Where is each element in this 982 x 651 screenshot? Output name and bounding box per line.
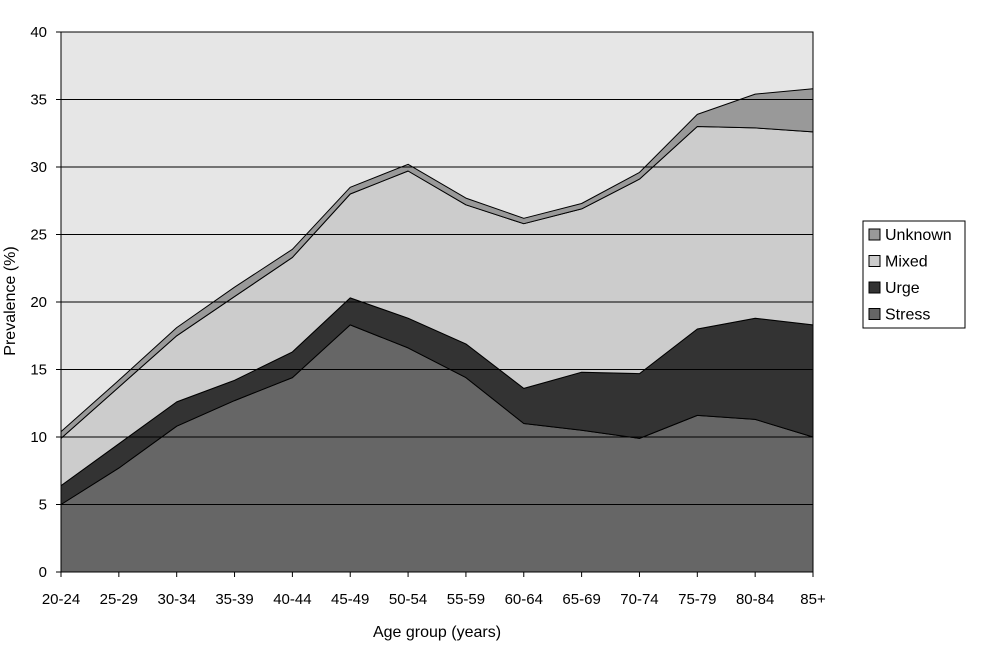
- y-tick-label: 5: [39, 497, 47, 514]
- x-tick-label: 75-79: [678, 591, 716, 608]
- x-tick-label: 60-64: [505, 591, 543, 608]
- x-tick-label: 20-24: [42, 591, 80, 608]
- legend-label-stress: Stress: [885, 307, 930, 324]
- legend-label-urge: Urge: [885, 280, 920, 297]
- x-tick-label: 40-44: [273, 591, 311, 608]
- y-tick-label: 35: [30, 92, 47, 109]
- legend-swatch-mixed: [868, 255, 881, 267]
- legend-swatch-stress: [868, 308, 881, 320]
- y-axis-title: Prevalence (%): [2, 246, 19, 355]
- y-tick-label: 0: [39, 564, 47, 581]
- x-tick-label: 50-54: [389, 591, 427, 608]
- legend-swatch-unknown: [868, 228, 881, 241]
- x-axis-title: Age group (years): [373, 624, 501, 641]
- legend-label-unknown: Unknown: [885, 227, 952, 244]
- y-tick-label: 30: [30, 159, 47, 176]
- x-tick-label: 55-59: [447, 591, 485, 608]
- y-tick-label: 25: [30, 227, 47, 244]
- y-tick-label: 10: [30, 429, 47, 446]
- legend-label-mixed: Mixed: [885, 254, 928, 271]
- x-tick-label: 30-34: [158, 591, 196, 608]
- x-tick-label: 65-69: [562, 591, 600, 608]
- legend: Unknown Mixed Urge Stress: [862, 220, 966, 329]
- y-tick-label: 40: [30, 24, 47, 41]
- y-tick-label: 20: [30, 294, 47, 311]
- x-tick-label: 85+: [800, 591, 826, 608]
- legend-swatch-urge: [868, 281, 881, 294]
- x-tick-label: 45-49: [331, 591, 369, 608]
- x-tick-label: 25-29: [100, 591, 138, 608]
- x-tick-label: 80-84: [736, 591, 774, 608]
- y-tick-label: 15: [30, 362, 47, 379]
- x-tick-label: 35-39: [215, 591, 253, 608]
- x-tick-label: 70-74: [620, 591, 658, 608]
